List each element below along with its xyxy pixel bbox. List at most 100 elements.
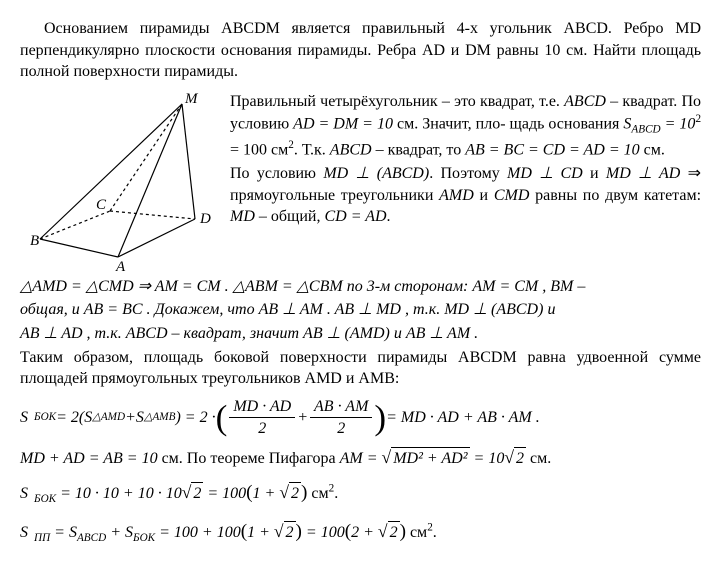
t: ABCD (631, 124, 660, 136)
t: S (125, 524, 133, 541)
figure-and-solution-row: M A B C D Правильный четырёхугольник – э… (20, 89, 701, 274)
t: 2 (310, 418, 372, 440)
t: щадь основания (510, 116, 624, 133)
t: . (334, 485, 338, 502)
radical-icon: √ (279, 482, 289, 502)
t: см. Значит, пло- (393, 116, 506, 133)
formula-spp: SПП = SABCD + SБОК = 100 + 100(1 + √2) =… (20, 519, 701, 546)
t: MD + AD = AB = 10 (20, 450, 158, 467)
t: равны по двум катетам: (529, 187, 701, 204)
formula-sbok: SБОК = 2( S△AMD + S△AMB ) = 2 · ( MD · A… (20, 396, 701, 440)
t: и (583, 165, 599, 182)
line1: Правильный четырёхугольник – это квадрат… (230, 91, 701, 161)
t: и (474, 187, 488, 204)
line-md: MD + AD = AB = 10 см. По теореме Пифагор… (20, 446, 701, 470)
t: ABCD (77, 532, 106, 544)
line11: Таким образом, площадь боковой поверхнос… (20, 347, 701, 390)
t: 2 (229, 418, 295, 440)
t: MD (230, 208, 255, 225)
t: 2 (289, 482, 301, 505)
radical-icon: √ (182, 482, 192, 502)
t: = 10 (661, 116, 696, 133)
label-b: B (30, 233, 39, 249)
t: . Поэтому (429, 165, 507, 182)
formula-sbok2: SБОК = 10 · 10 + 10 · 10√2 = 100(1 + √2)… (20, 480, 701, 507)
label-d: D (199, 211, 211, 227)
t: Правильный четырёхугольник – это квадрат… (230, 93, 564, 110)
t: S (20, 485, 28, 502)
t: 2 + (351, 524, 378, 541)
rparen: ) (296, 521, 302, 542)
t: MD ⊥ CD (507, 165, 583, 182)
t: . Т.к. (294, 141, 330, 158)
t: ) = 2 · (175, 407, 215, 429)
t: 2 (191, 482, 203, 505)
t: = (54, 524, 69, 541)
t: MD · AD (229, 396, 295, 419)
frac1: MD · AD2 (229, 396, 295, 440)
t: MD ⊥ (ABCD) (323, 165, 429, 182)
t: + (125, 407, 136, 429)
line10: AB ⊥ AD , т.к. ABCD – квадрат, значит AB… (20, 323, 701, 345)
t: . (433, 524, 437, 541)
problem-statement: Основанием пирамиды ABCDM является прави… (20, 18, 701, 83)
pyramid-svg: M A B C D (20, 89, 220, 274)
label-a: A (115, 259, 126, 274)
t: 2 (514, 447, 526, 470)
t: △AMD (92, 410, 125, 425)
t: БОК (133, 532, 155, 544)
radical-icon: √ (504, 447, 514, 467)
t: CMD (494, 187, 530, 204)
radical-icon: √ (378, 521, 388, 541)
lparen: ( (216, 402, 228, 434)
t: 1 + (253, 485, 280, 502)
t: AB · AM (310, 396, 372, 419)
t: = 100 (306, 524, 345, 541)
t: MD ⊥ AD (606, 165, 680, 182)
t: AB = BC = CD = AD = 10 (465, 141, 639, 158)
line9: общая, и AB = BC . Докажем, что AB ⊥ AM … (20, 299, 701, 321)
t: ПП (34, 532, 50, 544)
t: БОК (34, 410, 56, 425)
t: S (69, 524, 77, 541)
pyramid-figure: M A B C D (20, 89, 220, 274)
rparen: ) (374, 402, 386, 434)
t: см. По теореме Пифагора (158, 450, 340, 467)
t: S (136, 407, 144, 429)
intro-text: Основанием пирамиды ABCDM является прави… (20, 20, 701, 80)
t: ABCD (564, 93, 606, 110)
t: 2 (388, 521, 400, 544)
t: – общий, (255, 208, 325, 225)
t: = 100 см (230, 141, 288, 158)
radical-icon: √ (382, 447, 392, 467)
label-m: M (184, 91, 199, 107)
t: △AMB (144, 410, 176, 425)
t: AMD (439, 187, 474, 204)
t: По условию (230, 165, 323, 182)
label-c: C (96, 197, 107, 213)
t: MD² + AD² (391, 447, 469, 470)
t: + (297, 407, 308, 429)
t: см. (526, 450, 551, 467)
t: AD = DM = 10 (293, 116, 393, 133)
t: = 10 · 10 + 10 · 10 (60, 485, 182, 502)
t: S (20, 407, 28, 429)
t: + (110, 524, 125, 541)
t: = 2( (56, 407, 84, 429)
solution-upper: Правильный четырёхугольник – это квадрат… (230, 89, 701, 274)
t: = 100 (203, 485, 246, 502)
t: 2 (695, 113, 701, 125)
t: = 100 + 100 (159, 524, 241, 541)
t: CD = AD (324, 208, 386, 225)
t: см. (640, 141, 665, 158)
t: см (406, 524, 427, 541)
t: БОК (34, 493, 56, 505)
t: = MD · AD + AB · AM . (386, 407, 540, 429)
radical-icon: √ (274, 521, 284, 541)
frac2: AB · AM2 (310, 396, 372, 440)
t: 2 (284, 521, 296, 544)
t: AM = (340, 450, 382, 467)
t: S (20, 524, 28, 541)
line8: △AMD = △CMD ⇒ AM = CM . △ABM = △CBM по 3… (20, 276, 701, 298)
t: ABCD – (330, 141, 384, 158)
